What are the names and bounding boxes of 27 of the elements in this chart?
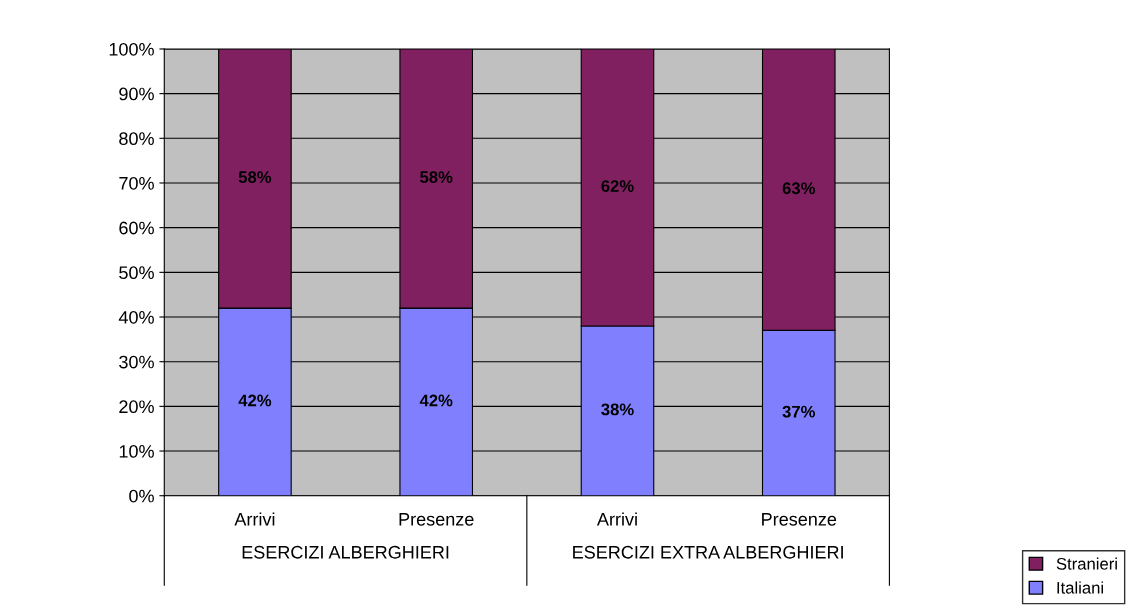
data-label: 58% (420, 171, 453, 183)
y-tick-label: 70% (119, 176, 154, 190)
data-label: 37% (782, 405, 816, 418)
data-label: 42% (238, 394, 272, 407)
y-tick-label: 0% (129, 489, 154, 503)
x-tick-label: Arrivi (234, 512, 275, 526)
y-tick-label: 10% (119, 444, 154, 458)
y-tick-label: 80% (119, 132, 154, 146)
y-tick-label: 20% (119, 400, 154, 414)
y-tick-label: 100% (109, 42, 154, 56)
y-tick-label: 30% (119, 355, 154, 369)
data-label: 38% (601, 403, 634, 416)
y-tick-label: 90% (119, 87, 154, 101)
y-tick-label: 50% (119, 266, 154, 280)
x-tick-label: Arrivi (596, 512, 637, 526)
y-tick-label: 60% (119, 221, 154, 235)
y-tick-label: 40% (118, 310, 154, 324)
data-label: 62% (601, 180, 634, 192)
x-tick-label: Presenze (762, 513, 837, 526)
text: ESERCIZI ALBERGHIERI (242, 545, 449, 559)
x-tick-label: Presenze (399, 513, 474, 526)
text: ESERCIZI EXTRA ALBERGHIERI (573, 545, 843, 559)
legend-label: Italiani (1057, 581, 1103, 594)
data-label: 58% (238, 171, 272, 183)
data-label: 42% (419, 394, 453, 407)
legend-label: Stranieri (1056, 557, 1117, 570)
data-label: 63% (782, 182, 816, 195)
